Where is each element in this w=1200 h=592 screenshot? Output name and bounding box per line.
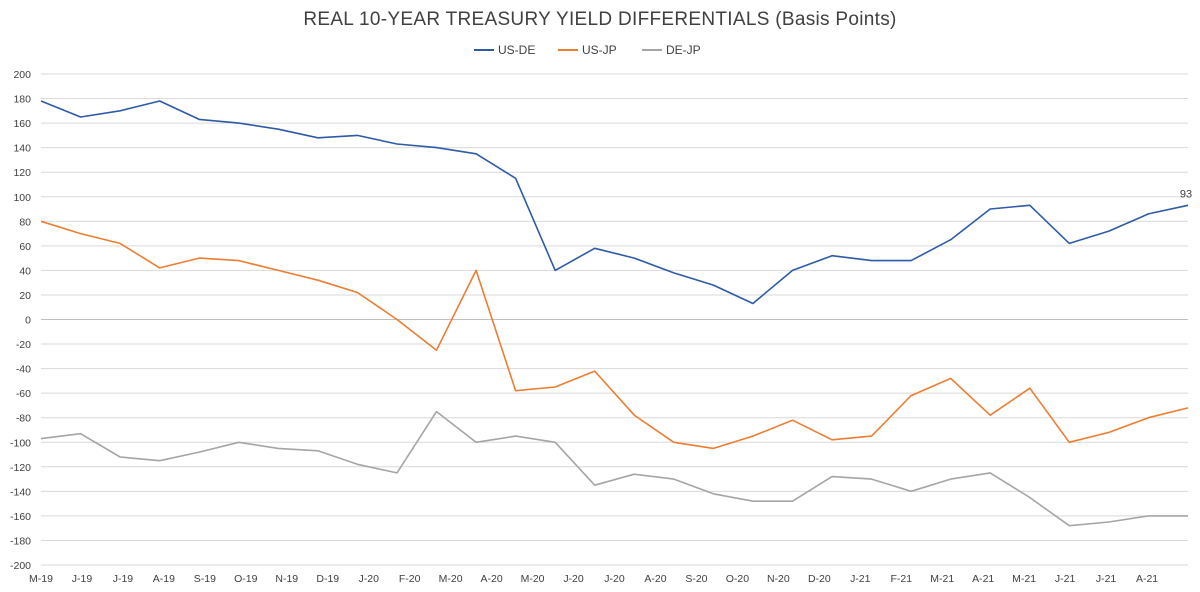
x-tick-label: O-19 <box>234 573 258 585</box>
x-tick-label: N-20 <box>767 573 790 585</box>
y-tick-label: 20 <box>19 290 31 302</box>
x-tick-label: M-20 <box>439 573 463 585</box>
y-tick-label: -180 <box>10 535 31 547</box>
x-tick-label: D-20 <box>808 573 831 585</box>
x-tick-label: N-19 <box>275 573 298 585</box>
y-tick-label: 100 <box>13 192 31 204</box>
x-tick-label: J-20 <box>358 573 379 585</box>
series-line-us-jp <box>40 220 1189 450</box>
x-tick-label: M-20 <box>521 573 545 585</box>
x-tick-label: A-20 <box>481 573 503 585</box>
y-tick-label: 180 <box>13 94 31 106</box>
y-tick-label: -100 <box>10 437 31 449</box>
x-tick-label: D-19 <box>316 573 339 585</box>
legend-label: DE-JP <box>666 43 701 57</box>
data-label: 93 <box>1180 188 1192 200</box>
x-tick-label: S-19 <box>194 573 216 585</box>
series-line-us-de <box>40 100 1189 305</box>
x-tick-label: S-20 <box>685 573 707 585</box>
y-tick-label: 200 <box>13 69 31 81</box>
y-tick-label: 0 <box>25 315 31 327</box>
y-tick-label: -40 <box>16 364 31 376</box>
x-tick-label: J-21 <box>1096 573 1117 585</box>
x-tick-label: J-19 <box>113 573 134 585</box>
x-tick-label: M-19 <box>29 573 53 585</box>
x-tick-label: F-20 <box>399 573 421 585</box>
x-tick-label: J-19 <box>72 573 93 585</box>
x-tick-label: M-21 <box>930 573 954 585</box>
x-tick-label: F-21 <box>890 573 912 585</box>
y-tick-label: 120 <box>13 167 31 179</box>
x-tick-label: J-21 <box>850 573 871 585</box>
y-tick-label: 160 <box>13 118 31 130</box>
x-tick-label: J-21 <box>1055 573 1076 585</box>
y-tick-label: 60 <box>19 241 31 253</box>
y-tick-label: 140 <box>13 143 31 155</box>
x-tick-label: O-20 <box>726 573 750 585</box>
legend-label: US-JP <box>582 43 617 57</box>
y-tick-label: 80 <box>19 216 31 228</box>
y-tick-label: -120 <box>10 462 31 474</box>
y-tick-label: -60 <box>16 388 31 400</box>
x-tick-label: A-20 <box>644 573 666 585</box>
x-tick-label: A-21 <box>972 573 994 585</box>
chart-title: REAL 10-YEAR TREASURY YIELD DIFFERENTIAL… <box>303 9 897 30</box>
y-tick-label: 40 <box>19 265 31 277</box>
y-tick-label: -80 <box>16 413 31 425</box>
y-tick-label: -200 <box>10 560 31 572</box>
x-tick-label: J-20 <box>563 573 584 585</box>
y-tick-label: -140 <box>10 486 31 498</box>
x-tick-label: A-21 <box>1136 573 1158 585</box>
series-line-de-jp <box>40 410 1188 527</box>
y-tick-label: -20 <box>16 339 31 351</box>
y-tick-label: -160 <box>10 511 31 523</box>
legend-label: US-DE <box>498 43 535 57</box>
x-tick-label: M-21 <box>1012 573 1036 585</box>
x-tick-label: A-19 <box>153 573 175 585</box>
x-tick-label: J-20 <box>604 573 625 585</box>
